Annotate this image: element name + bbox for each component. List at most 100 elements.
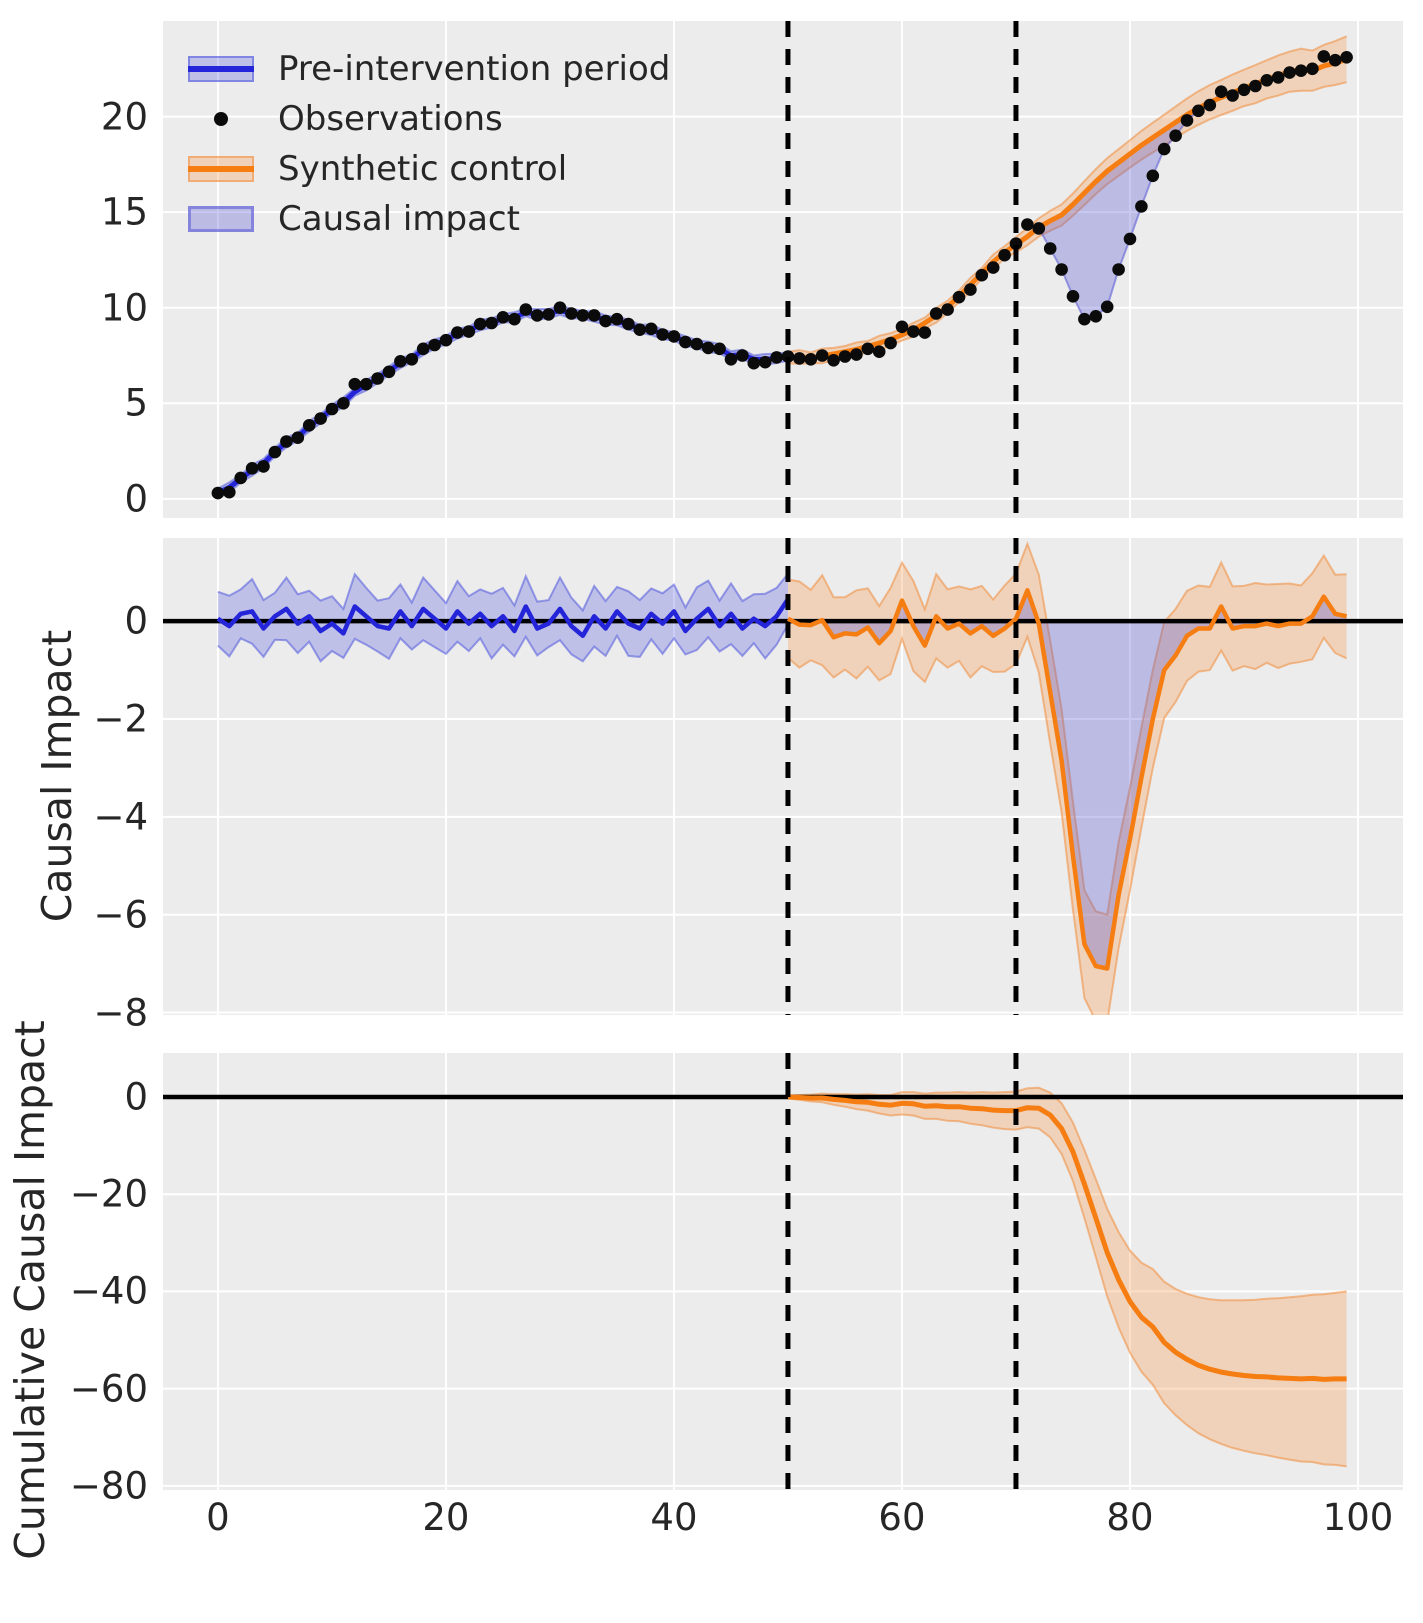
observation-dot: [1021, 218, 1034, 231]
y-tick-label: −6: [93, 893, 148, 937]
impact-pre-band-upper-edge: [217, 572, 789, 613]
cumulative-band: [788, 1087, 1347, 1467]
observation-dot: [804, 353, 818, 366]
observation-dot: [223, 485, 236, 499]
impact-pre-band-lower-edge: [217, 624, 789, 663]
causal-impact-fill: [788, 590, 1347, 969]
synthetic-control-line: [787, 56, 1348, 361]
observation-dot: [1237, 83, 1251, 97]
legend-label-synthetic-control: Synthetic control: [278, 149, 568, 189]
observation-dot: [1249, 79, 1262, 93]
observation-dot: [245, 462, 259, 475]
observation-dot: [519, 303, 533, 316]
observation-dot: [234, 471, 247, 485]
observation-dot: [553, 301, 567, 315]
observation-dot: [473, 317, 487, 331]
x-tick-label: 40: [650, 1496, 698, 1539]
observation-dot: [348, 377, 362, 391]
observation-dot: [565, 307, 578, 320]
observation-dot: [1203, 98, 1217, 112]
x-tick-label: 60: [878, 1496, 926, 1539]
x-tick-label: 80: [1106, 1496, 1154, 1539]
y-tick-label: −4: [93, 795, 148, 839]
observation-dot: [1066, 290, 1080, 303]
x-tick-label: 20: [422, 1496, 470, 1539]
observation-dot: [713, 342, 726, 356]
observation-dot: [337, 397, 350, 410]
observation-dot: [405, 353, 419, 366]
observation-dot: [325, 402, 339, 416]
observation-dot: [462, 325, 476, 338]
legend-item-observations: Observations: [188, 94, 670, 144]
observation-dot: [758, 355, 772, 369]
y-tick-label: 0: [124, 477, 148, 521]
y-tick-label: 20: [100, 95, 148, 139]
y-tick-label: 5: [124, 381, 148, 425]
y-tick-label: −40: [69, 1269, 148, 1313]
observation-dot: [690, 337, 704, 351]
legend-item-pre-intervention: Pre-intervention period: [188, 44, 670, 94]
observation-dot: [975, 268, 989, 282]
observation-dot: [587, 309, 601, 322]
observation-dot: [622, 317, 635, 331]
observation-dot: [1306, 62, 1319, 76]
pre-intervention-line: [216, 308, 789, 496]
y-tick-label: 0: [124, 1075, 148, 1119]
observation-dot: [1043, 242, 1057, 255]
observation-dot: [679, 335, 692, 349]
legend-item-synthetic-control: Synthetic control: [188, 144, 670, 194]
observation-dot: [1169, 129, 1182, 142]
observation-dot: [770, 351, 783, 364]
observation-dot: [1009, 237, 1023, 250]
observation-dot: [895, 320, 909, 334]
y-axis-label-causal-impact: Causal Impact: [33, 629, 81, 923]
observation-dot: [884, 336, 897, 350]
observation-dot: [1032, 222, 1046, 235]
y-tick-label: −8: [93, 991, 148, 1035]
observation-dot: [747, 356, 761, 370]
impact-post-band-upper-edge: [787, 541, 1347, 916]
y-tick-label: 10: [100, 286, 148, 330]
observation-dot: [1100, 300, 1114, 314]
observation-dot: [382, 365, 396, 379]
observation-dot: [291, 431, 305, 445]
y-tick-label: 15: [100, 190, 148, 234]
observation-dot: [211, 486, 225, 500]
observation-dot: [827, 354, 840, 367]
legend-item-causal-impact: Causal impact: [188, 194, 670, 244]
observation-dot: [1055, 263, 1068, 276]
observations-dot-icon: [188, 106, 254, 132]
x-tick-label: 0: [206, 1496, 230, 1539]
x-tick-label: 100: [1322, 1496, 1394, 1539]
observation-dot: [280, 435, 293, 448]
observation-dot: [439, 333, 453, 347]
observation-dot: [667, 330, 681, 343]
pre-intervention-band-upper-edge: [217, 305, 789, 490]
observation-dot: [907, 325, 920, 338]
cumulative-causal-impact-panel: [163, 1053, 1403, 1490]
observation-dot: [1089, 310, 1103, 323]
observation-dot: [1271, 71, 1285, 84]
cumulative-impact-line: [787, 1094, 1347, 1382]
y-tick-label: 0: [124, 599, 148, 643]
observation-dot: [576, 309, 590, 322]
legend-label-observations: Observations: [278, 99, 503, 139]
observation-dot: [530, 309, 544, 322]
observation-dot: [952, 290, 966, 304]
observation-dot: [359, 377, 373, 391]
observation-dot: [302, 419, 316, 432]
impact-pre-line: [216, 597, 790, 639]
observation-dot: [656, 328, 669, 341]
observation-dot: [451, 326, 464, 339]
observation-dot: [496, 311, 510, 324]
observation-dot: [416, 342, 430, 356]
observation-dot: [268, 445, 282, 459]
observation-dot: [850, 348, 863, 361]
observation-dot: [371, 372, 384, 385]
observation-dot: [599, 314, 612, 328]
observation-dot: [736, 349, 749, 362]
cumulative-band-lower-edge: [787, 1097, 1347, 1468]
observation-dot: [1123, 232, 1137, 246]
observation-dot: [815, 349, 829, 362]
